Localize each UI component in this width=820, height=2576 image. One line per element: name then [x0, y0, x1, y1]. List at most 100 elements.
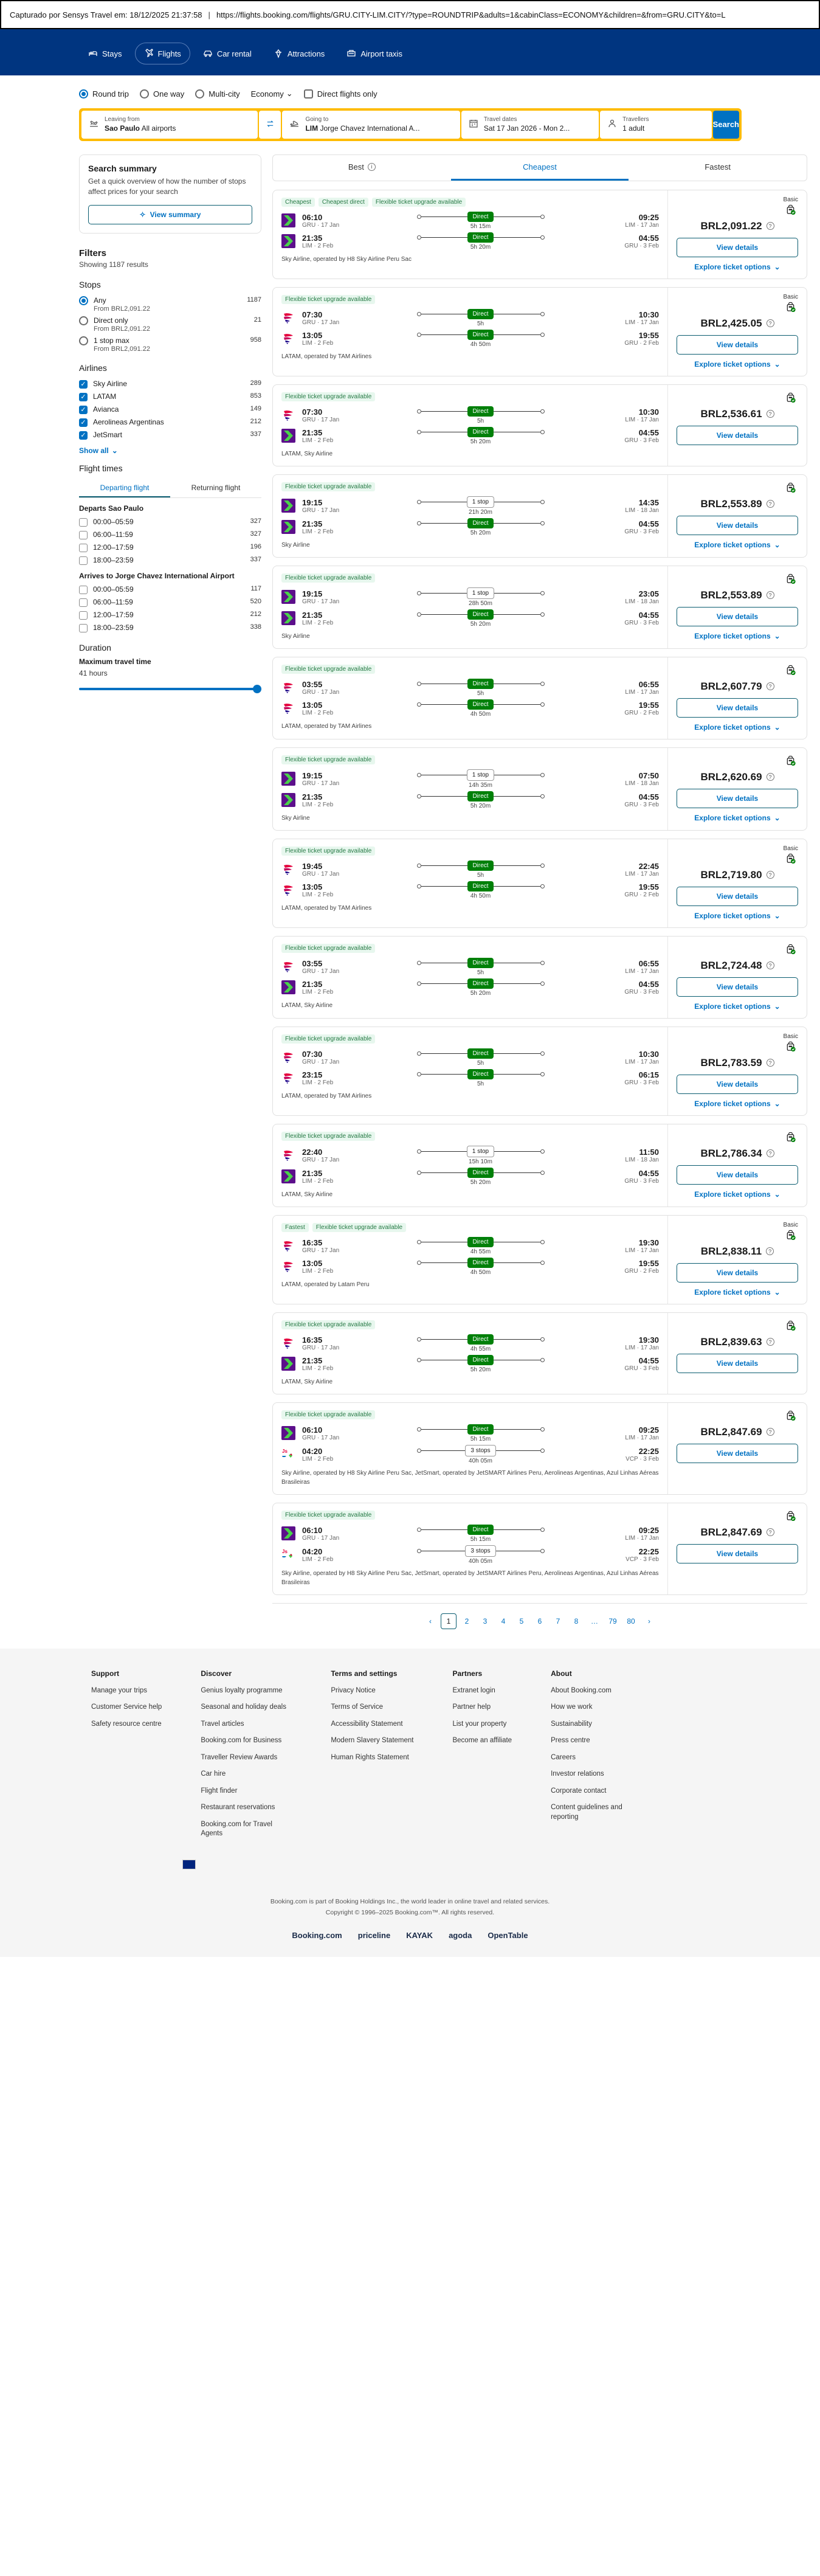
explore-ticket-options-button[interactable]: Explore ticket options ⌄ — [694, 360, 780, 369]
pagination-page[interactable]: 1 — [441, 1613, 457, 1629]
pagination-page[interactable]: 80 — [627, 1616, 635, 1626]
flight-card[interactable]: Flexible ticket upgrade available 19:15 … — [272, 474, 807, 558]
flight-card[interactable]: Flexible ticket upgrade available 07:30 … — [272, 1026, 807, 1116]
flight-card[interactable]: Flexible ticket upgrade available 19:45 … — [272, 838, 807, 928]
price-info-icon[interactable]: ? — [766, 1059, 774, 1067]
nav-item-flights[interactable]: Flights — [134, 43, 190, 64]
pagination-prev[interactable]: ‹ — [429, 1616, 432, 1626]
price-info-icon[interactable]: ? — [766, 591, 774, 600]
footer-link[interactable]: How we work — [551, 1703, 593, 1711]
footer-link[interactable]: Sustainability — [551, 1720, 592, 1728]
footer-link[interactable]: Restaurant reservations — [201, 1804, 275, 1812]
duration-slider[interactable] — [79, 684, 261, 693]
trip-option-multi-city[interactable]: Multi-city — [195, 89, 240, 99]
flight-card[interactable]: Flexible ticket upgrade available 19:15 … — [272, 565, 807, 649]
info-icon[interactable]: i — [367, 162, 376, 171]
footer-link[interactable]: Genius loyalty programme — [201, 1686, 283, 1694]
pagination-page[interactable]: 2 — [464, 1616, 469, 1626]
brand-logo[interactable]: OpenTable — [488, 1930, 528, 1940]
view-details-button[interactable]: View details — [677, 886, 798, 906]
checkbox-icon[interactable] — [79, 431, 88, 440]
footer-link[interactable]: Seasonal and holiday deals — [201, 1703, 286, 1711]
radio-icon[interactable] — [79, 89, 88, 99]
checkbox-icon[interactable] — [79, 405, 88, 414]
flight-card[interactable]: Flexible ticket upgrade available 19:15 … — [272, 747, 807, 831]
time-filter-row[interactable]: 06:00–11:59 327 — [79, 528, 261, 541]
checkbox-icon[interactable] — [79, 623, 88, 632]
time-filter-row[interactable]: 00:00–05:59 327 — [79, 516, 261, 528]
explore-ticket-options-button[interactable]: Explore ticket options ⌄ — [694, 1002, 780, 1011]
footer-link[interactable]: Partner help — [452, 1703, 491, 1711]
language-selector[interactable] — [91, 1846, 820, 1871]
swap-airports-button[interactable] — [259, 111, 281, 139]
flight-card[interactable]: Cheapest Cheapest direct Flexible ticket u… — [272, 189, 807, 279]
flight-card[interactable]: Flexible ticket upgrade available 22:40 … — [272, 1123, 807, 1207]
radio-icon[interactable] — [195, 89, 205, 99]
pagination-next[interactable]: › — [648, 1616, 650, 1626]
checkbox-icon[interactable] — [303, 89, 313, 99]
trip-option-one-way[interactable]: One way — [139, 89, 184, 99]
footer-link[interactable]: About Booking.com — [551, 1686, 612, 1694]
flight-card[interactable]: Flexible ticket upgrade available 07:30 … — [272, 384, 807, 466]
pagination-page[interactable]: 79 — [608, 1616, 617, 1626]
view-details-button[interactable]: View details — [677, 1443, 798, 1463]
view-summary-button[interactable]: ✧ View summary — [88, 204, 252, 224]
pagination-page[interactable]: 3 — [483, 1616, 488, 1626]
view-details-button[interactable]: View details — [677, 1165, 798, 1185]
footer-link[interactable]: Become an affiliate — [452, 1737, 512, 1745]
view-details-button[interactable]: View details — [677, 1353, 798, 1373]
view-details-button[interactable]: View details — [677, 606, 798, 626]
explore-ticket-options-button[interactable]: Explore ticket options ⌄ — [694, 912, 780, 920]
explore-ticket-options-button[interactable]: Explore ticket options ⌄ — [694, 1190, 780, 1199]
flight-card[interactable]: Flexible ticket upgrade available 06:10 … — [272, 1502, 807, 1595]
time-filter-row[interactable]: 06:00–11:59 520 — [79, 596, 261, 609]
view-details-button[interactable]: View details — [677, 1074, 798, 1094]
pagination-page[interactable]: 7 — [556, 1616, 560, 1626]
price-info-icon[interactable]: ? — [766, 500, 774, 508]
travel-dates-field[interactable]: Travel dates Sat 17 Jan 2026 - Mon 2... — [461, 111, 599, 139]
view-details-button[interactable]: View details — [677, 698, 798, 718]
checkbox-icon[interactable] — [79, 392, 88, 401]
footer-link[interactable]: Investor relations — [551, 1770, 604, 1778]
stops-option-any[interactable]: Any From BRL2,091.22 1187 — [79, 294, 261, 314]
footer-link[interactable]: List your property — [452, 1720, 507, 1728]
price-info-icon[interactable]: ? — [766, 222, 774, 230]
checkbox-icon[interactable] — [79, 556, 88, 565]
view-details-button[interactable]: View details — [677, 334, 798, 355]
footer-link[interactable]: Traveller Review Awards — [201, 1753, 278, 1761]
flight-card[interactable]: Flexible ticket upgrade available 03:55 … — [272, 935, 807, 1019]
view-details-button[interactable]: View details — [677, 788, 798, 808]
stops-option-direct-only[interactable]: Direct only From BRL2,091.22 21 — [79, 314, 261, 334]
explore-ticket-options-button[interactable]: Explore ticket options ⌄ — [694, 263, 780, 271]
nav-item-stays[interactable]: Stays — [79, 43, 131, 64]
view-details-button[interactable]: View details — [677, 425, 798, 445]
price-info-icon[interactable]: ? — [766, 961, 774, 970]
radio-icon[interactable] — [139, 89, 149, 99]
checkbox-icon[interactable] — [79, 518, 88, 527]
pagination-page[interactable]: 6 — [537, 1616, 542, 1626]
footer-link[interactable]: Careers — [551, 1753, 576, 1761]
radio-icon[interactable] — [79, 296, 88, 305]
airline-filter-row[interactable]: JetSmart 337 — [79, 429, 261, 441]
tab-returning-flight[interactable]: Returning flight — [191, 483, 241, 492]
footer-link[interactable]: Car hire — [201, 1770, 226, 1778]
footer-link[interactable]: Terms of Service — [331, 1703, 383, 1711]
search-button[interactable]: Search — [712, 111, 739, 139]
brand-logo[interactable]: agoda — [449, 1930, 472, 1940]
time-filter-row[interactable]: 12:00–17:59 212 — [79, 609, 261, 621]
view-details-button[interactable]: View details — [677, 515, 798, 535]
footer-link[interactable]: Booking.com for Travel Agents — [201, 1820, 272, 1838]
explore-ticket-options-button[interactable]: Explore ticket options ⌄ — [694, 1288, 780, 1297]
checkbox-icon[interactable] — [79, 530, 88, 539]
price-info-icon[interactable]: ? — [766, 410, 774, 418]
explore-ticket-options-button[interactable]: Explore ticket options ⌄ — [694, 632, 780, 640]
footer-link[interactable]: Travel articles — [201, 1720, 244, 1728]
explore-ticket-options-button[interactable]: Explore ticket options ⌄ — [694, 1099, 780, 1108]
footer-link[interactable]: Human Rights Statement — [331, 1753, 409, 1761]
checkbox-icon[interactable] — [79, 543, 88, 552]
airline-filter-row[interactable]: Aerolineas Argentinas 212 — [79, 416, 261, 429]
footer-link[interactable]: Manage your trips — [91, 1686, 148, 1694]
pagination-page[interactable]: 5 — [519, 1616, 524, 1626]
flight-card[interactable]: Flexible ticket upgrade available 16:35 … — [272, 1312, 807, 1394]
footer-link[interactable]: Corporate contact — [551, 1787, 607, 1795]
